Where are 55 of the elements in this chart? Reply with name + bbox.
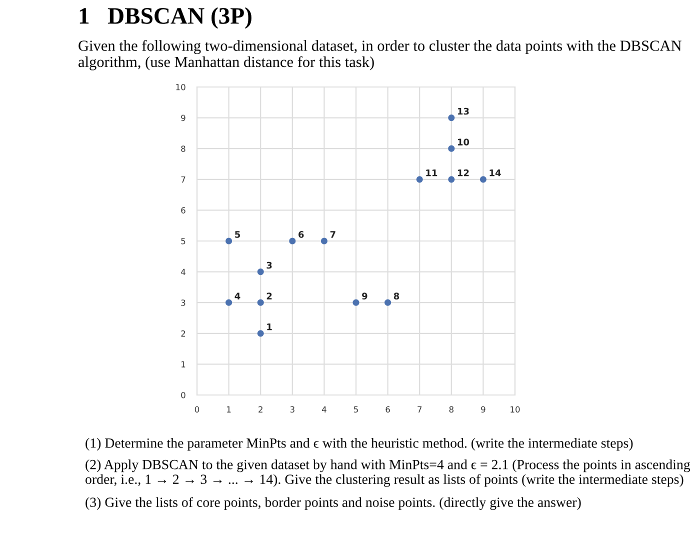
y-tick-label: 4	[180, 268, 186, 275]
point	[257, 268, 264, 276]
annotation: 3	[266, 262, 272, 269]
point	[226, 299, 232, 306]
y-tick-label: 6	[181, 207, 186, 214]
annotation: 13	[458, 108, 469, 115]
annotation: 14	[490, 170, 501, 176]
annotation: 7	[330, 231, 336, 238]
x-tick-label: 6	[386, 406, 390, 413]
point	[448, 176, 455, 183]
x-tick-label: 4	[322, 406, 326, 412]
x-tick-label: 8	[449, 406, 454, 413]
y-tick-label: 7	[181, 176, 186, 183]
point	[289, 238, 296, 244]
y-tick-label: 1	[182, 361, 186, 368]
x-tick-label: 9	[481, 406, 486, 413]
point	[480, 176, 486, 183]
x-tick-label: 5	[354, 406, 358, 413]
annotation: 1	[267, 324, 272, 330]
point	[257, 299, 264, 306]
y-tick-label: 2	[181, 330, 186, 337]
point	[384, 299, 392, 306]
y-tick-label: 0	[181, 392, 186, 398]
point	[448, 114, 455, 122]
x-tick-label: 0	[194, 406, 200, 413]
annotation: 5	[235, 231, 240, 238]
x-tick-label: 2	[258, 406, 262, 412]
x-tick-label: 1	[227, 406, 231, 412]
y-tick-label: 8	[181, 146, 186, 152]
x-tick-label: 7	[418, 406, 422, 412]
annotation: 6	[298, 231, 304, 238]
x-tick-label: 3	[290, 406, 294, 413]
x-tick-label: 10	[510, 406, 520, 413]
annotation: 11	[426, 170, 438, 176]
annotation: 12	[458, 169, 469, 176]
y-tick-label: 3	[181, 300, 186, 306]
point	[320, 238, 328, 244]
annotation: 9	[362, 292, 368, 300]
text: (2) Apply DBSCAN to the given dataset by hand with MinPts=4 and ϵ = 2.1 (Process the points in ascending order, i.e., 1 → 2 → 3 → ... → 14). Give the clustering result as lists of points (write the intermediate steps)	[86, 459, 690, 487]
point	[352, 299, 360, 306]
chart-title: 1 DBSCAN (3P)	[80, 7, 252, 29]
annotation: 4	[234, 292, 240, 300]
point	[416, 176, 423, 183]
annotation: 10	[458, 138, 470, 146]
text: (1) Determine the parameter MinPts and ϵ with the heuristic method. (write the intermediate steps)	[86, 438, 633, 451]
chart-subtitle: Given the following two-dimensional dataset, in order to cluster the data points with the DBSCAN algorithm, (use Manhattan distance for this task)	[78, 40, 682, 70]
annotation: 2	[266, 292, 272, 300]
point	[448, 145, 455, 152]
annotation: 8	[394, 292, 400, 300]
y-tick-label: 9	[181, 114, 186, 122]
y-tick-label: 10	[176, 84, 186, 90]
y-tick-label: 5	[181, 238, 186, 244]
point	[226, 238, 232, 244]
point	[257, 330, 264, 337]
text: (3) Give the lists of core points, border points and noise points. (directly give the answer)	[86, 497, 581, 510]
